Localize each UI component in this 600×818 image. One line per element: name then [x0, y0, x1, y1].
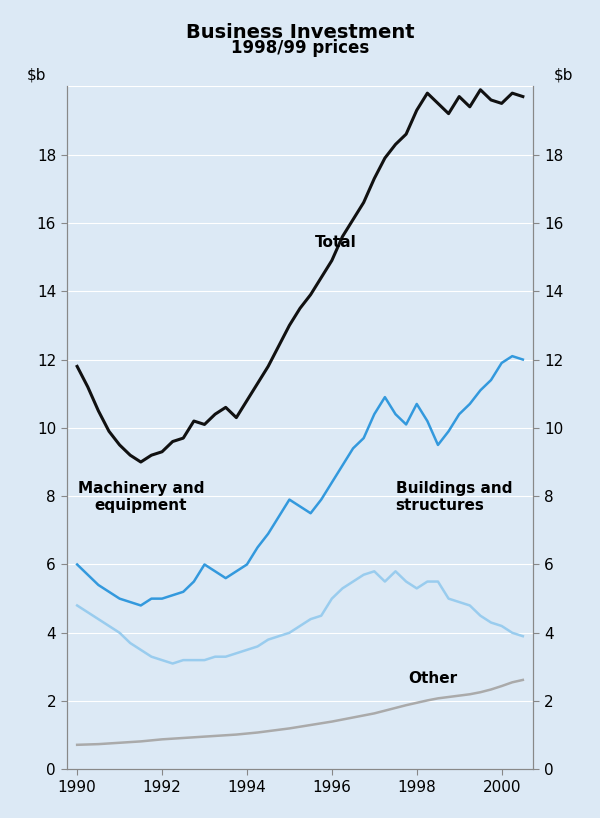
Text: 1998/99 prices: 1998/99 prices	[231, 39, 369, 57]
Text: Other: Other	[408, 671, 457, 685]
Text: Total: Total	[315, 236, 356, 250]
Text: $b: $b	[554, 68, 573, 83]
Text: $b: $b	[27, 68, 46, 83]
Text: Machinery and
equipment: Machinery and equipment	[77, 481, 204, 513]
Text: Business Investment: Business Investment	[185, 23, 415, 42]
Text: Buildings and
structures: Buildings and structures	[395, 481, 512, 513]
